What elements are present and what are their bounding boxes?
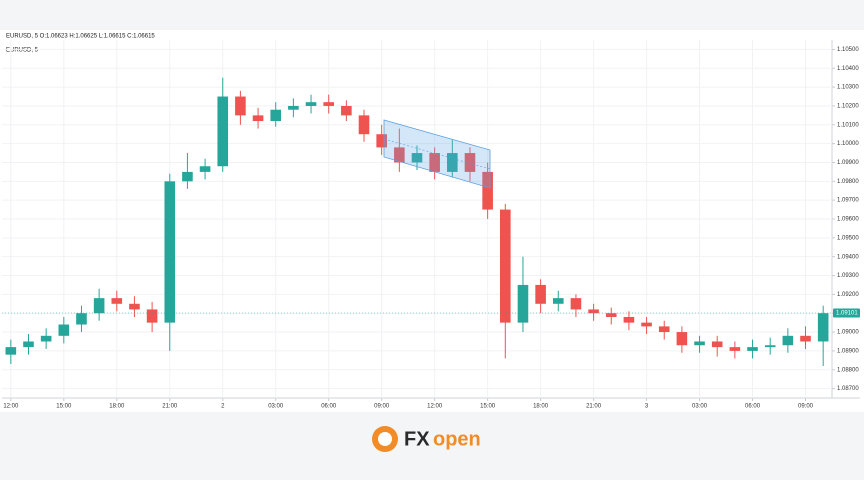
candle-body [535,284,546,304]
candle-body [305,102,317,106]
candle-body [358,115,370,135]
candle-body [129,303,140,310]
candle-body [270,109,282,122]
symbol-label: EURUSD, 5 [6,48,39,54]
x-tick-label: 2 [221,404,225,410]
y-tick-label: 1.09500 [837,235,859,241]
chart-header: EURUSD, 5 O:1.06623 H:1.06625 L:1.06615 … [6,34,155,40]
candle-body [694,341,705,346]
candle-body [623,316,635,323]
chart-panel [0,30,864,412]
logo-brand-a: FX [404,428,430,450]
candle-body [235,96,246,116]
y-tick-label: 1.09600 [837,217,859,223]
candle-body [323,102,334,106]
logo-brand-b: open [433,428,481,450]
candle-body [658,326,670,333]
x-tick-label: 18:00 [533,404,549,410]
candle-body [252,115,264,122]
candle-body [800,335,811,342]
candle-body [411,153,423,163]
x-tick-label: 15:00 [480,404,496,410]
candle-body [729,347,741,351]
x-tick-label: 3 [645,404,649,410]
candle-body [341,105,352,116]
y-tick-label: 1.09200 [837,292,859,298]
candle-body [288,105,299,110]
candle-body [605,313,617,317]
x-tick-label: 06:00 [321,404,337,410]
y-tick-label: 1.10400 [837,66,859,72]
last-price-label: 1.09101 [836,311,858,317]
candle-body [764,345,776,348]
candle-body [111,298,123,304]
candle-body [447,153,458,172]
x-tick-label: 18:00 [109,404,125,410]
candle-body [782,335,794,346]
candle-body [517,284,529,323]
candle-body [217,96,229,167]
y-tick-label: 1.09700 [837,198,859,204]
last-price-tag [833,308,860,318]
y-tick-label: 1.10100 [837,122,859,128]
candle-body [500,209,511,323]
x-tick-label: 12:00 [427,404,443,410]
channel-drawing [383,119,491,189]
candle-body [40,335,52,342]
x-tick-label: 03:00 [692,404,708,410]
candle-body [464,153,476,172]
candle-body [711,341,723,348]
y-tick-label: 1.08800 [837,367,859,373]
x-tick-label: 09:00 [374,404,390,410]
plot-area [2,40,832,398]
y-tick-label: 1.09300 [837,273,859,279]
candle-body [676,332,688,346]
x-tick-label: 06:00 [745,404,761,410]
y-tick-label: 1.09400 [837,254,859,260]
y-tick-label: 1.09900 [837,160,859,166]
y-tick-label: 1.09800 [837,179,859,185]
candle-body [5,347,17,355]
candle-body [93,298,105,314]
y-tick-label: 1.08700 [837,386,859,392]
x-tick-label: 21:00 [162,404,178,410]
candle-body [146,309,158,323]
y-tick-label: 1.09000 [837,330,859,336]
x-tick-label: 09:00 [798,404,814,410]
candle-body [817,313,829,342]
y-tick-label: 1.10300 [837,85,859,91]
y-tick-label: 1.08900 [837,348,859,354]
candle-body [588,309,599,314]
candle-body [76,313,87,325]
logo-icon-inner [378,432,392,446]
y-tick-label: 1.10200 [837,104,859,110]
candle-body [199,166,211,172]
x-tick-label: 15:00 [56,404,72,410]
candle-body [23,341,34,348]
candle-body [429,153,440,172]
candle-body [482,171,493,210]
y-tick-label: 1.10000 [837,141,859,147]
candle-body [641,322,652,327]
y-tick-label: 1.10500 [837,47,859,53]
candle-body [552,298,564,304]
candle-body [182,171,193,182]
candle-body [376,134,387,148]
logo: FX open [372,426,481,452]
x-tick-label: 21:00 [586,404,602,410]
candle-body [570,298,582,310]
candle-body [164,181,176,323]
x-tick-label: 12:00 [3,404,19,410]
candle-body [747,347,758,351]
candle-body [58,324,70,336]
candle-body [394,147,405,163]
x-tick-label: 03:00 [268,404,284,410]
